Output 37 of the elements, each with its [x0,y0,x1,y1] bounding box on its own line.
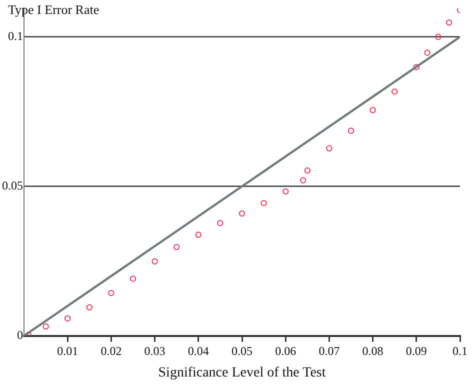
x-tick-label: 0.05 [232,344,252,358]
point [108,290,114,296]
y-axis-title: Type I Error Rate [8,2,100,17]
point [130,276,136,282]
x-tick-label: 0.1 [452,344,468,358]
point [64,315,71,322]
point [326,145,332,152]
point [370,107,376,114]
point [86,304,92,311]
point [348,128,354,134]
point [435,34,442,40]
point [304,167,310,174]
x-tick-label: 0.03 [144,344,166,358]
x-tick-label: 0.02 [100,344,122,358]
x-axis-title: Significance Level of the Test [158,365,326,380]
x-tick-label: 0.09 [406,344,427,358]
y-tick-label: 0.1 [8,29,23,44]
point [413,64,420,70]
y-tick-label: 0 [17,328,23,342]
point [282,188,289,195]
point [446,19,452,26]
point [152,258,158,264]
point [217,220,224,226]
x-tick-label: 0.07 [318,344,340,358]
point [195,232,202,238]
y-tick-label: 0.05 [2,178,23,193]
point [42,323,49,330]
point [174,244,180,250]
x-tick-label: 0.01 [57,344,78,358]
point [424,50,430,56]
x-tick-label: 0.08 [362,344,384,358]
x-tick-label: 0.04 [188,344,209,358]
x-tick-label: 0.06 [275,344,296,358]
point [392,88,398,95]
point [238,210,246,217]
point [300,177,306,184]
point [260,200,267,206]
